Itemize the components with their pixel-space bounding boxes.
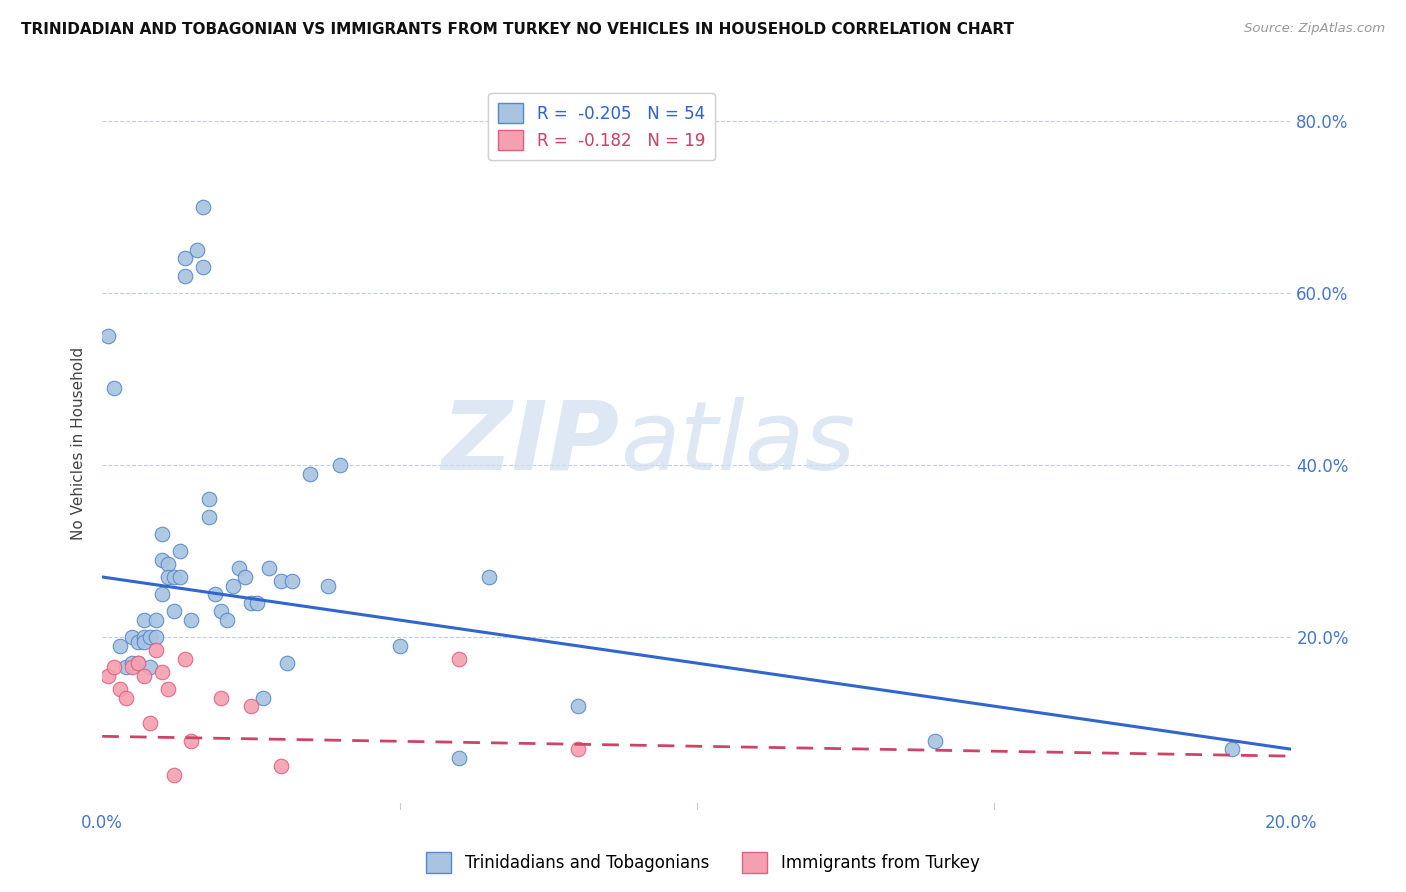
Point [567,742,589,756]
Point [150,527,173,541]
Point [121,656,143,670]
Point [115,690,138,705]
Point [270,759,292,773]
Point [447,751,470,765]
Point [145,630,167,644]
Point [198,492,221,507]
Point [198,509,221,524]
Point [162,768,184,782]
Legend: R =  -0.205   N = 54, R =  -0.182   N = 19: R = -0.205 N = 54, R = -0.182 N = 19 [488,93,716,161]
Point [209,604,232,618]
Point [316,579,339,593]
Point [150,665,173,679]
Point [132,669,155,683]
Point [329,458,352,472]
Point [103,660,125,674]
Point [145,643,167,657]
Point [169,544,191,558]
Point [209,690,232,705]
Point [276,656,298,670]
Point [97,669,120,683]
Point [162,604,184,618]
Point [186,243,208,257]
Point [388,639,411,653]
Point [1220,742,1243,756]
Point [156,681,179,696]
Point [222,579,245,593]
Point [174,252,197,266]
Point [246,596,269,610]
Point [281,574,304,589]
Point [139,660,162,674]
Point [204,587,226,601]
Point [299,467,322,481]
Point [567,699,589,714]
Point [139,630,162,644]
Point [257,561,280,575]
Point [233,570,256,584]
Point [115,660,138,674]
Point [156,557,179,571]
Point [121,660,143,674]
Point [127,634,149,648]
Point [270,574,292,589]
Legend: Trinidadians and Tobagonians, Immigrants from Turkey: Trinidadians and Tobagonians, Immigrants… [420,846,986,880]
Point [174,652,197,666]
Point [150,587,173,601]
Point [239,596,262,610]
Point [169,570,191,584]
Point [252,690,274,705]
Point [97,328,120,343]
Point [162,570,184,584]
Text: ZIP: ZIP [441,397,620,490]
Point [132,630,155,644]
Point [156,570,179,584]
Point [139,716,162,731]
Point [239,699,262,714]
Y-axis label: No Vehicles in Household: No Vehicles in Household [72,347,86,540]
Point [108,681,131,696]
Point [127,656,149,670]
Point [180,733,202,747]
Point [108,639,131,653]
Point [924,733,946,747]
Point [447,652,470,666]
Point [174,268,197,283]
Point [150,553,173,567]
Point [193,260,215,274]
Text: TRINIDADIAN AND TOBAGONIAN VS IMMIGRANTS FROM TURKEY NO VEHICLES IN HOUSEHOLD CO: TRINIDADIAN AND TOBAGONIAN VS IMMIGRANTS… [21,22,1014,37]
Point [478,570,501,584]
Point [132,634,155,648]
Point [217,613,239,627]
Point [228,561,250,575]
Text: Source: ZipAtlas.com: Source: ZipAtlas.com [1244,22,1385,36]
Text: atlas: atlas [620,397,855,490]
Point [121,630,143,644]
Point [103,380,125,394]
Point [193,200,215,214]
Point [132,613,155,627]
Point [127,656,149,670]
Point [180,613,202,627]
Point [145,613,167,627]
